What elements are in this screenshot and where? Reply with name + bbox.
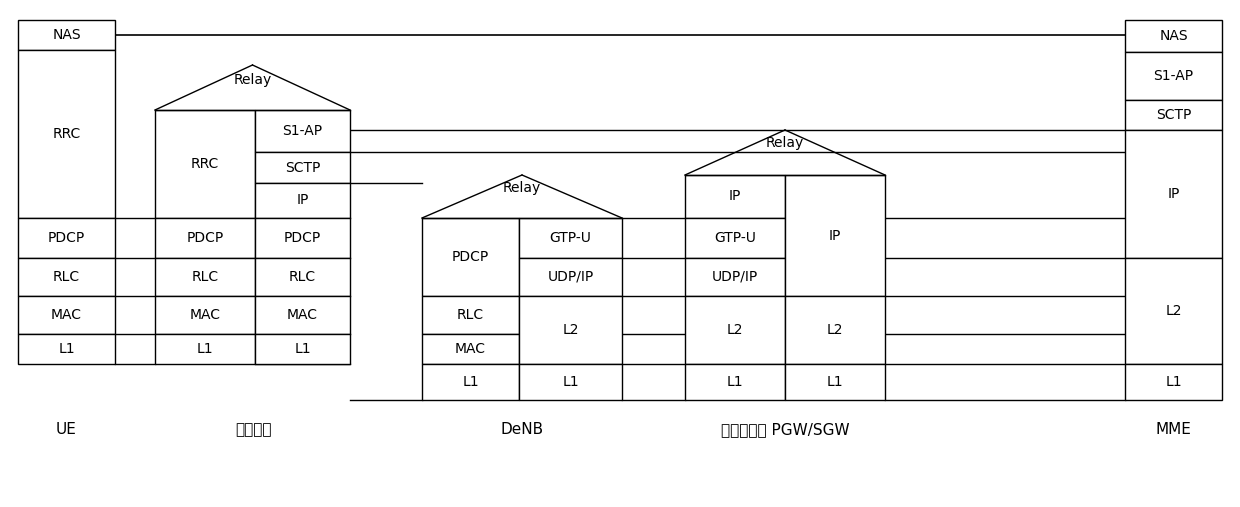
- Text: MAC: MAC: [51, 308, 82, 322]
- Text: SCTP: SCTP: [285, 161, 320, 174]
- Text: L1: L1: [827, 375, 843, 389]
- Bar: [255, 218, 350, 258]
- Text: MAC: MAC: [190, 308, 221, 322]
- Text: Relay: Relay: [234, 73, 272, 87]
- Bar: [255, 152, 350, 183]
- Bar: [785, 296, 885, 364]
- Bar: [19, 258, 115, 296]
- Text: L2: L2: [827, 323, 843, 337]
- Text: IP: IP: [296, 194, 309, 207]
- Text: UDP/IP: UDP/IP: [547, 270, 594, 284]
- Bar: [520, 258, 622, 296]
- Bar: [520, 218, 622, 258]
- Text: NAS: NAS: [52, 28, 81, 42]
- Text: MAC: MAC: [286, 308, 317, 322]
- Bar: [1125, 100, 1221, 130]
- Text: L2: L2: [562, 323, 579, 337]
- Text: RRC: RRC: [191, 157, 219, 171]
- Bar: [155, 296, 255, 334]
- Bar: [255, 110, 350, 152]
- Text: L1: L1: [294, 342, 311, 356]
- Text: UDP/IP: UDP/IP: [712, 270, 758, 284]
- Bar: [1125, 364, 1221, 400]
- Bar: [155, 110, 255, 218]
- Bar: [520, 364, 622, 400]
- Bar: [1125, 130, 1221, 258]
- Text: NAS: NAS: [1159, 29, 1188, 43]
- Bar: [785, 175, 885, 296]
- Text: MAC: MAC: [455, 342, 486, 356]
- Text: L1: L1: [727, 375, 743, 389]
- Bar: [684, 258, 785, 296]
- Text: L1: L1: [197, 342, 213, 356]
- Text: RLC: RLC: [456, 308, 484, 322]
- Text: Relay: Relay: [503, 181, 541, 195]
- Bar: [422, 334, 520, 364]
- Bar: [422, 218, 520, 296]
- Text: PDCP: PDCP: [48, 231, 86, 245]
- Text: IP: IP: [828, 229, 841, 242]
- Text: L1: L1: [58, 342, 74, 356]
- Text: PDCP: PDCP: [186, 231, 223, 245]
- Text: L2: L2: [1166, 304, 1182, 318]
- Text: IP: IP: [1167, 187, 1179, 201]
- Text: L1: L1: [463, 375, 479, 389]
- Text: RRC: RRC: [52, 127, 81, 141]
- Text: PDCP: PDCP: [284, 231, 321, 245]
- Bar: [520, 296, 622, 364]
- Bar: [785, 364, 885, 400]
- Bar: [19, 218, 115, 258]
- Bar: [19, 50, 115, 218]
- Bar: [1125, 52, 1221, 100]
- Bar: [255, 258, 350, 296]
- Bar: [255, 183, 350, 218]
- Text: SCTP: SCTP: [1156, 108, 1192, 122]
- Text: L1: L1: [1166, 375, 1182, 389]
- Text: L1: L1: [562, 375, 579, 389]
- Bar: [1125, 258, 1221, 364]
- Text: S1-AP: S1-AP: [1153, 69, 1194, 83]
- Text: RLC: RLC: [289, 270, 316, 284]
- Text: S1-AP: S1-AP: [283, 124, 322, 138]
- Text: RLC: RLC: [191, 270, 218, 284]
- Bar: [155, 218, 255, 258]
- Text: DeNB: DeNB: [501, 422, 543, 438]
- Bar: [19, 334, 115, 364]
- Bar: [684, 364, 785, 400]
- Bar: [1125, 20, 1221, 52]
- Bar: [684, 175, 785, 218]
- Text: GTP-U: GTP-U: [549, 231, 591, 245]
- Text: MME: MME: [1156, 422, 1190, 438]
- Bar: [155, 258, 255, 296]
- Bar: [19, 296, 115, 334]
- Text: IP: IP: [729, 190, 742, 203]
- Text: PDCP: PDCP: [451, 250, 489, 264]
- Bar: [684, 218, 785, 258]
- Text: UE: UE: [56, 422, 77, 438]
- Text: 中继节点的 PGW/SGW: 中继节点的 PGW/SGW: [720, 422, 849, 438]
- Text: GTP-U: GTP-U: [714, 231, 756, 245]
- Bar: [255, 334, 350, 364]
- Bar: [19, 20, 115, 50]
- Text: Relay: Relay: [766, 136, 804, 150]
- Bar: [422, 296, 520, 334]
- Bar: [255, 296, 350, 334]
- Text: L2: L2: [727, 323, 743, 337]
- Bar: [422, 364, 520, 400]
- Bar: [155, 334, 255, 364]
- Text: 中继节点: 中继节点: [234, 422, 272, 438]
- Bar: [684, 296, 785, 364]
- Text: RLC: RLC: [53, 270, 81, 284]
